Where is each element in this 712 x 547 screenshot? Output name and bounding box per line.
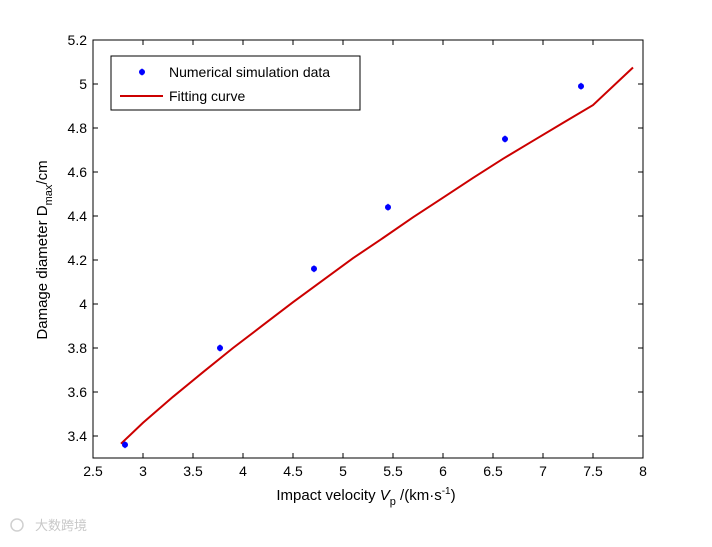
x-tick-label: 5.5 — [383, 463, 403, 479]
legend-marker-simulation — [139, 68, 145, 76]
x-tick-label: 2.5 — [83, 463, 103, 479]
y-tick-label: 4.6 — [68, 164, 88, 180]
legend-label-simulation: Numerical simulation data — [169, 64, 330, 80]
watermark: 大数跨境 — [10, 518, 87, 534]
axis-ticks — [92, 39, 644, 458]
x-tick-label: 5 — [339, 463, 347, 479]
y-tick-label: 3.6 — [68, 384, 88, 400]
x-tick-label: 4.5 — [283, 463, 303, 479]
data-point — [385, 203, 391, 211]
data-point — [502, 135, 508, 143]
x-axis-title-main: Impact velocity — [276, 487, 379, 504]
y-axis-title-unit: /cm — [34, 160, 51, 184]
x-tick-label: 6.5 — [483, 463, 503, 479]
data-point — [122, 441, 128, 449]
fitting-curve-series — [120, 66, 634, 445]
y-axis-title-main: Damage diameter D — [34, 205, 51, 339]
x-tick-label: 3.5 — [183, 463, 203, 479]
y-axis-title-sub: max — [43, 184, 55, 205]
y-axis-title: Damage diameter Dmax/cm — [34, 160, 55, 339]
x-tick-label: 6 — [439, 463, 447, 479]
simulation-data-series — [122, 82, 584, 449]
y-tick-label: 3.4 — [68, 428, 88, 444]
y-tick-label: 4.8 — [68, 120, 88, 136]
x-axis-title-var: V — [380, 487, 392, 504]
x-axis-title-sub: p — [390, 496, 396, 508]
legend-box — [110, 55, 361, 111]
legend-label-fitting: Fitting curve — [169, 88, 245, 104]
data-point — [311, 265, 317, 273]
x-axis-title: Impact velocity Vp /(km·s-1) — [276, 486, 455, 508]
y-tick-label: 5 — [79, 76, 87, 92]
data-point — [578, 82, 584, 90]
y-tick-label: 4.2 — [68, 252, 88, 268]
x-axis-title-unit-open: /(km·s — [396, 487, 442, 504]
x-tick-label: 8 — [639, 463, 647, 479]
y-tick-label: 3.8 — [68, 340, 88, 356]
x-tick-label: 4 — [239, 463, 247, 479]
x-tick-label: 3 — [139, 463, 147, 479]
watermark-logo-icon — [10, 518, 24, 532]
x-axis-title-unit-close: ) — [451, 487, 456, 504]
x-tick-label: 7 — [539, 463, 547, 479]
y-tick-label: 4 — [79, 296, 87, 312]
x-tick-label: 7.5 — [583, 463, 603, 479]
y-tick-label: 5.2 — [68, 32, 88, 48]
legend: Numerical simulation data Fitting curve — [110, 55, 361, 111]
y-tick-label: 4.4 — [68, 208, 88, 224]
fitting-curve-line — [120, 66, 634, 445]
x-tick-labels: 2.5 3 3.5 4 4.5 5 5.5 6 6.5 7 7.5 8 — [83, 463, 647, 479]
x-axis-title-unit-sup: -1 — [442, 486, 451, 497]
y-tick-labels: 3.4 3.6 3.8 4 4.2 4.4 4.6 4.8 5 5.2 — [68, 32, 88, 444]
watermark-text: 大数跨境 — [35, 519, 87, 534]
data-point — [217, 344, 223, 352]
